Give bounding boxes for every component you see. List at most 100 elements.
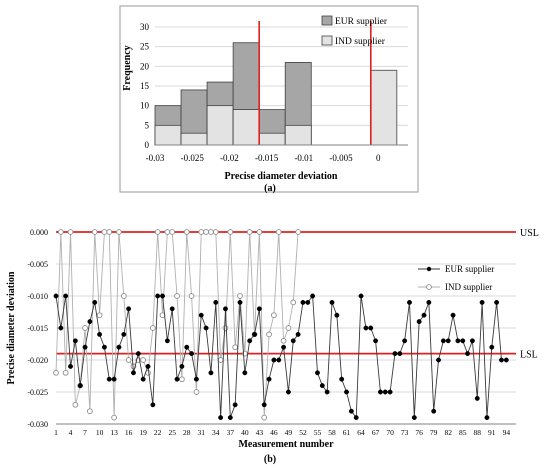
run-chart-x-tick-label: 7 — [83, 428, 87, 437]
data-point-ind — [203, 229, 209, 235]
run-chart-x-tick-label: 55 — [314, 428, 322, 437]
run-chart-x-tick-label: 76 — [415, 428, 423, 437]
run-chart-y-axis-label: Precise diameter deviation — [6, 271, 17, 384]
legend-marker-ind — [426, 284, 432, 290]
data-point-eur — [97, 331, 103, 337]
legend-swatch-eur — [321, 15, 333, 26]
data-point-eur — [416, 319, 422, 325]
data-point-eur — [285, 389, 291, 395]
data-point-ind — [91, 229, 98, 235]
data-point-ind — [290, 299, 297, 306]
histogram-x-tick-label: -0.02 — [220, 153, 239, 163]
data-point-eur — [68, 363, 73, 369]
histogram-y-tick-label: 30 — [140, 22, 150, 32]
data-point-eur — [358, 293, 364, 299]
data-point-ind — [67, 229, 74, 235]
data-point-eur — [436, 357, 441, 363]
data-point-eur — [431, 408, 437, 414]
data-point-eur — [179, 363, 185, 369]
data-point-eur — [92, 299, 98, 305]
data-point-ind — [101, 229, 108, 235]
data-point-ind — [217, 357, 224, 363]
run-chart-x-tick-label: 67 — [372, 428, 380, 437]
histogram-y-tick-label: 10 — [140, 101, 150, 111]
data-point-ind — [295, 229, 301, 235]
data-point-ind — [280, 337, 287, 344]
data-point-ind — [246, 229, 253, 235]
series-line-eur — [55, 294, 507, 419]
histogram-y-tick-label: 0 — [145, 140, 150, 150]
run-chart-y-tick-label: -0.025 — [27, 388, 48, 397]
data-point-eur — [290, 338, 296, 344]
data-point-ind — [198, 229, 205, 235]
histogram-bar-ind — [180, 132, 208, 146]
data-point-eur — [135, 351, 141, 357]
run-chart-y-tick-label: 0.000 — [30, 228, 48, 237]
data-point-eur — [126, 306, 132, 312]
run-chart-x-tick-label: 4 — [69, 428, 73, 437]
data-point-eur — [455, 338, 461, 344]
data-point-eur — [242, 370, 248, 376]
data-point-ind — [174, 293, 180, 299]
run-chart-y-tick-label: -0.030 — [27, 420, 48, 429]
data-point-eur — [479, 299, 485, 305]
data-point-eur — [295, 331, 301, 337]
run-chart-x-tick-labels: 1 4 7 10 13 16 19 22 25 28 31 34 37 40 43 46 49 52 55 58 61 6… — [54, 428, 510, 437]
histogram-x-tick-label: 0 — [376, 153, 381, 163]
histogram-x-axis-label: Precise diameter deviation — [225, 171, 338, 182]
run-chart-x-tick-label: 94 — [503, 428, 511, 437]
data-point-eur — [445, 338, 451, 344]
data-point-ind — [53, 369, 59, 376]
data-point-eur — [334, 312, 340, 318]
data-point-eur — [310, 293, 316, 299]
run-chart-y-tick-label: -0.010 — [27, 292, 48, 301]
run-chart-usl-label: USL — [520, 228, 539, 239]
run-chart-x-tick-label: 25 — [168, 428, 176, 437]
data-point-eur — [101, 344, 107, 350]
data-point-eur — [426, 299, 432, 305]
histogram-y-tick-label: 25 — [140, 42, 150, 52]
data-point-eur — [111, 376, 117, 382]
histogram-y-tick-label: 5 — [145, 120, 150, 130]
data-point-eur — [281, 344, 287, 350]
run-chart-x-tick-label: 46 — [270, 428, 278, 437]
data-point-ind — [72, 401, 79, 408]
histogram-bar-ind — [154, 124, 182, 146]
data-point-eur — [377, 389, 383, 395]
data-point-eur — [223, 306, 228, 312]
run-chart-x-tick-label: 91 — [488, 428, 496, 437]
data-point-eur — [232, 402, 238, 408]
data-point-eur — [382, 389, 388, 395]
data-point-ind — [57, 229, 64, 235]
data-point-eur — [494, 299, 500, 305]
data-point-eur — [499, 357, 504, 363]
data-point-ind — [266, 331, 272, 338]
histogram-y-tick-labels: 0 5 10 15 20 25 30 — [140, 22, 150, 150]
histogram-y-tick-label: 20 — [140, 61, 150, 71]
data-point-eur — [440, 338, 446, 344]
data-point-eur — [237, 299, 243, 305]
data-point-ind — [116, 229, 122, 235]
data-point-eur — [53, 293, 59, 299]
data-point-ind — [188, 293, 195, 299]
data-point-eur — [402, 338, 408, 344]
data-point-eur — [121, 331, 127, 337]
data-point-eur — [116, 344, 122, 350]
data-point-eur — [203, 325, 209, 331]
data-point-eur — [227, 415, 233, 421]
histogram-x-tick-label: -0.015 — [255, 153, 279, 163]
data-point-eur — [77, 383, 83, 389]
run-chart-lsl-label: LSL — [520, 350, 538, 361]
data-point-eur — [160, 293, 165, 299]
data-point-ind — [62, 369, 69, 376]
data-point-ind — [87, 408, 93, 415]
run-chart-x-tick-label: 37 — [227, 428, 235, 437]
data-point-eur — [131, 370, 136, 376]
data-point-eur — [150, 402, 156, 408]
data-point-ind — [125, 357, 132, 363]
histogram-bar-ind — [258, 132, 286, 146]
data-point-eur — [421, 312, 427, 318]
run-chart-x-tick-label: 34 — [212, 428, 220, 437]
data-point-eur — [484, 415, 490, 421]
